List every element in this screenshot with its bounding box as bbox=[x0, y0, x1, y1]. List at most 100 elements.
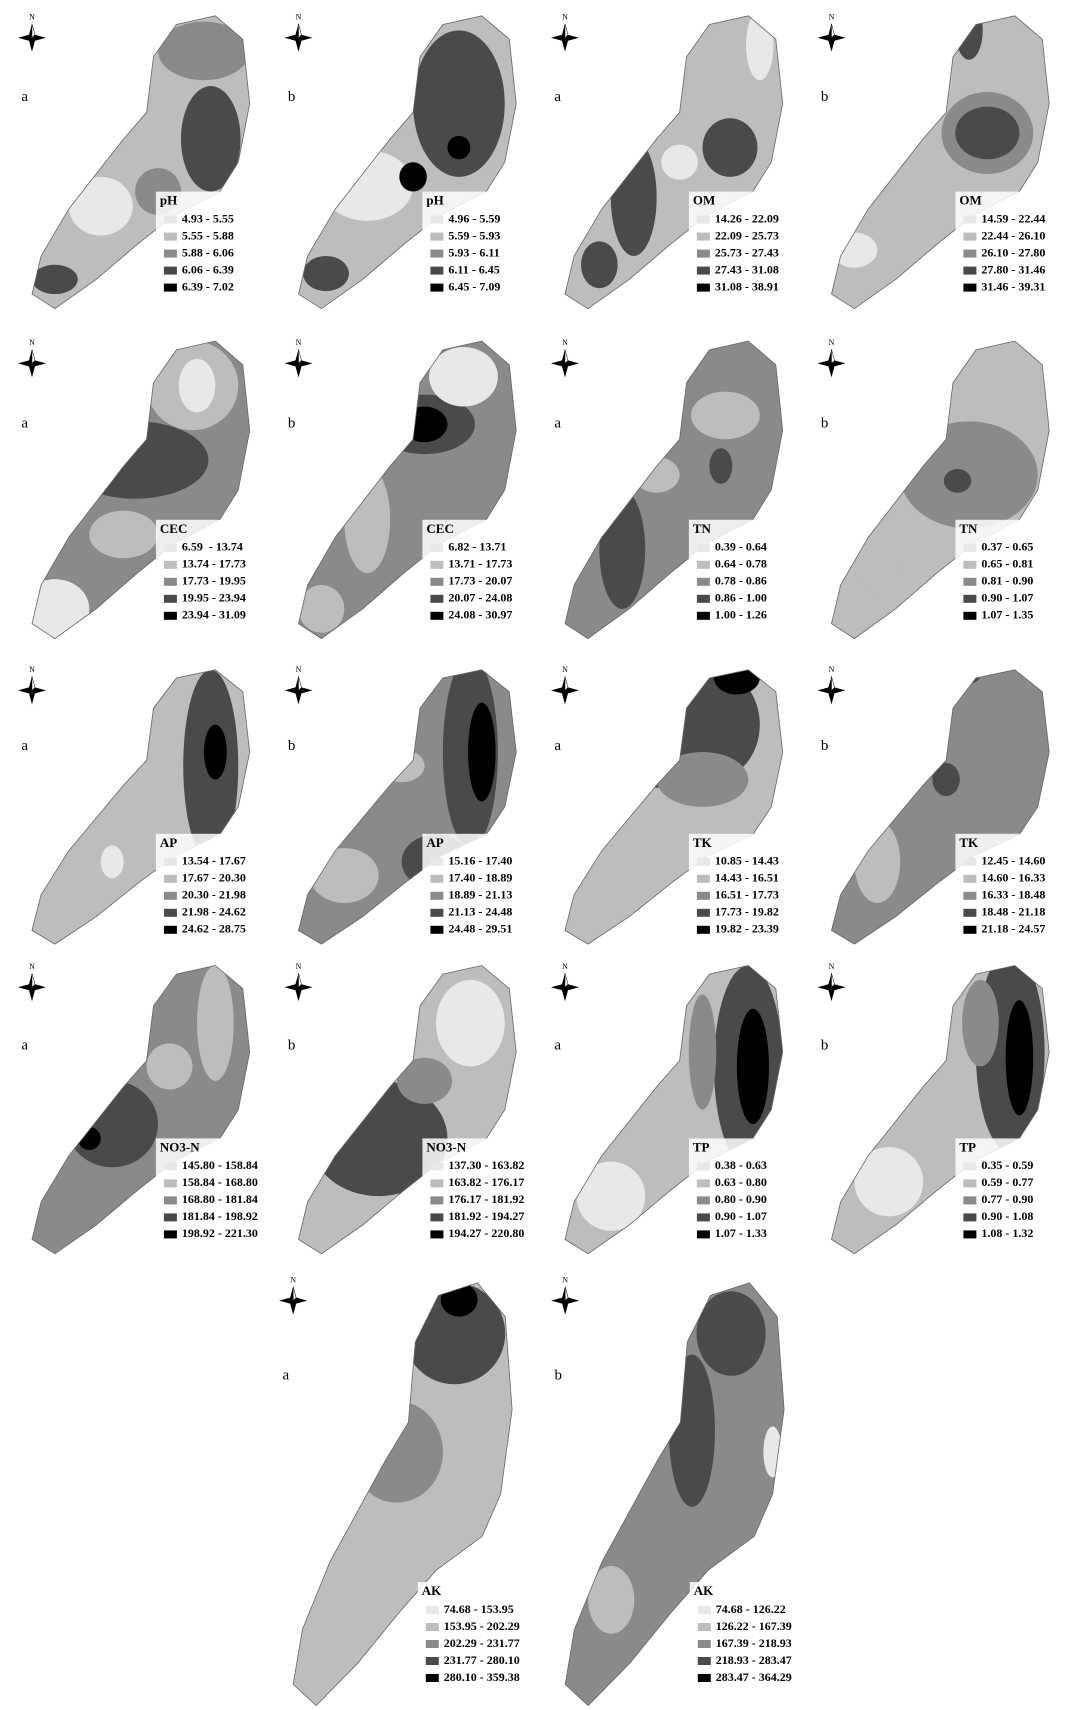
legend-title: CEC bbox=[160, 521, 187, 536]
legend-label: 18.89 - 21.13 bbox=[448, 888, 512, 902]
legend-swatch bbox=[963, 283, 977, 292]
legend-swatch bbox=[430, 577, 444, 586]
map-zone bbox=[1005, 1000, 1034, 1116]
legend-label: 0.86 - 1.00 bbox=[715, 591, 767, 605]
legend-label: 17.67 - 20.30 bbox=[182, 871, 246, 885]
legend-label: 6.82 - 13.71 bbox=[448, 540, 506, 554]
legend-swatch bbox=[163, 594, 177, 603]
legend-swatch bbox=[696, 857, 710, 866]
map-panel: Nb NO3-N 137.30 - 163.82 163.82 - 176.17 176… bbox=[284, 962, 529, 1255]
north-label: N bbox=[290, 1275, 296, 1284]
panel-label: b bbox=[288, 416, 296, 432]
panel-label: b bbox=[821, 416, 829, 432]
legend-title: OM bbox=[693, 193, 715, 208]
legend-label: 0.81 - 0.90 bbox=[981, 574, 1033, 588]
legend-label: 14.26 - 22.09 bbox=[715, 211, 779, 225]
map-outline bbox=[298, 965, 517, 1255]
map-zone bbox=[691, 391, 760, 440]
map-zone bbox=[158, 21, 250, 81]
north-arrow: N bbox=[284, 962, 313, 1002]
panel-label: a bbox=[21, 738, 28, 754]
map-panel: Na TP 0.38 - 0.63 0.63 - 0.80 0.80 - 0.90 0.9… bbox=[550, 962, 796, 1255]
map-panel: Na CEC 6.59 - 13.74 13.74 - 17.73 17.73 - 19… bbox=[17, 338, 263, 640]
map-zone bbox=[178, 358, 216, 413]
legend-label: 280.10 - 359.38 bbox=[444, 1670, 520, 1684]
legend-label: 145.80 - 158.84 bbox=[182, 1158, 258, 1172]
map-zone bbox=[581, 241, 618, 289]
panel-label: b bbox=[821, 89, 829, 105]
compass-star bbox=[564, 973, 569, 988]
legend-swatch bbox=[430, 857, 444, 866]
compass-star bbox=[298, 23, 302, 39]
north-label: N bbox=[829, 13, 835, 22]
map-panel: Na NO3-N 145.80 - 158.84 158.84 - 168.80 168… bbox=[17, 962, 263, 1255]
legend-swatch bbox=[696, 594, 710, 603]
map-zone bbox=[696, 1291, 766, 1376]
panel-label: b bbox=[554, 1368, 562, 1384]
legend-label: 198.92 - 221.30 bbox=[182, 1226, 258, 1240]
legend-label: 74.68 - 126.22 bbox=[716, 1602, 786, 1616]
map-outline bbox=[564, 669, 784, 945]
map-panel: Na AP 13.54 - 17.67 17.67 - 20.30 20.30 - 21… bbox=[17, 665, 263, 946]
map-panel: Na pH 4.93 - 5.55 5.55 - 5.88 5.88 - 6.06 6.0… bbox=[17, 13, 263, 310]
legend-label: 153.95 - 202.29 bbox=[444, 1619, 520, 1633]
north-arrow: N bbox=[284, 13, 313, 52]
map-zone bbox=[702, 118, 758, 177]
legend-swatch bbox=[163, 577, 177, 586]
panel-label: a bbox=[554, 738, 561, 754]
legend-swatch bbox=[163, 1213, 177, 1222]
legend-label: 0.63 - 0.80 bbox=[715, 1175, 767, 1189]
map-zone bbox=[61, 421, 209, 499]
map-zone bbox=[763, 1426, 782, 1478]
legend-label: 181.84 - 198.92 bbox=[182, 1209, 258, 1223]
compass-star bbox=[31, 349, 36, 365]
north-label: N bbox=[296, 13, 302, 22]
legend-swatch bbox=[696, 925, 710, 934]
legend-label: 0.77 - 0.90 bbox=[981, 1192, 1033, 1206]
map-zone bbox=[89, 510, 159, 559]
legend-swatch bbox=[963, 874, 977, 883]
legend-label: 1.07 - 1.35 bbox=[981, 608, 1033, 622]
legend-swatch bbox=[963, 1196, 977, 1205]
north-label: N bbox=[562, 338, 568, 347]
north-label: N bbox=[29, 665, 35, 674]
legend-swatch bbox=[163, 215, 177, 224]
legend-title: TN bbox=[959, 521, 978, 536]
legend-swatch bbox=[163, 543, 177, 552]
legend-swatch bbox=[696, 874, 710, 883]
map-zone bbox=[440, 1282, 478, 1317]
legend-swatch bbox=[425, 1606, 439, 1614]
legend-swatch bbox=[163, 891, 177, 900]
compass-star bbox=[31, 23, 36, 39]
map-zone bbox=[203, 724, 227, 780]
legend-label: 16.51 - 17.73 bbox=[715, 888, 779, 902]
legend-label: 202.29 - 231.77 bbox=[444, 1636, 520, 1650]
panel-label: b bbox=[288, 1038, 296, 1054]
compass-star bbox=[564, 349, 569, 365]
legend-label: 23.94 - 31.09 bbox=[182, 608, 246, 622]
legend-title: TP bbox=[959, 1139, 976, 1154]
north-label: N bbox=[562, 665, 568, 674]
panel-label: a bbox=[21, 89, 28, 105]
legend-label: 0.78 - 0.86 bbox=[715, 574, 767, 588]
legend-swatch bbox=[430, 611, 444, 620]
legend-swatch bbox=[163, 1179, 177, 1188]
legend-swatch bbox=[963, 908, 977, 917]
legend-swatch bbox=[963, 611, 977, 620]
map-zone bbox=[957, 669, 981, 684]
map-zone bbox=[32, 579, 90, 639]
legend-title: AP bbox=[160, 835, 177, 850]
map-zone bbox=[854, 1147, 924, 1217]
legend-swatch bbox=[430, 1162, 444, 1171]
map-outline bbox=[31, 340, 251, 640]
legend-label: 22.44 - 26.10 bbox=[981, 228, 1045, 242]
legend-label: 4.96 - 5.59 bbox=[448, 211, 500, 225]
north-label: N bbox=[29, 338, 35, 347]
legend-swatch bbox=[430, 1213, 444, 1222]
compass-star bbox=[831, 349, 835, 365]
legend-swatch bbox=[430, 232, 444, 241]
map-panel: Nb CEC 6.82 - 13.71 13.71 - 17.73 17.73 - 20… bbox=[284, 338, 529, 640]
map-zone bbox=[610, 138, 657, 256]
legend-swatch bbox=[963, 249, 977, 258]
